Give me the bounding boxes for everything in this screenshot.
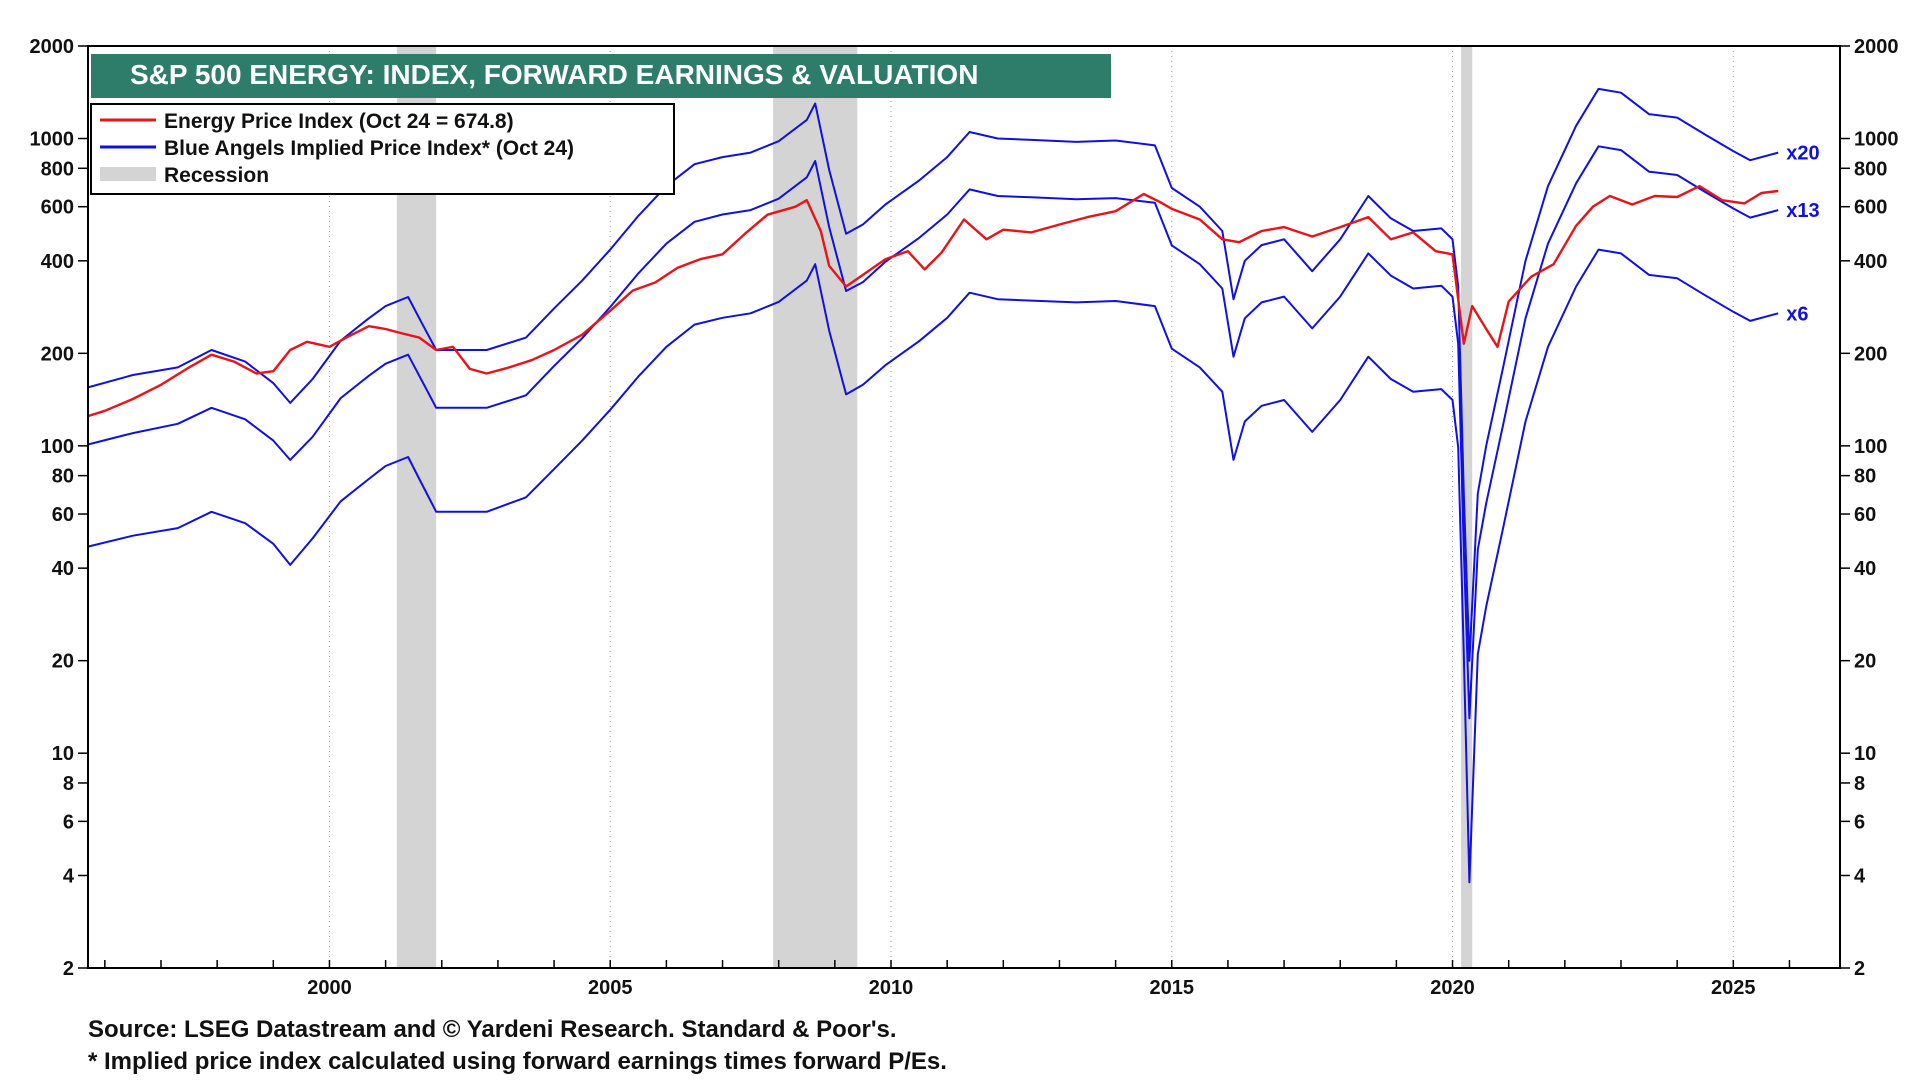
y-tick-label-left: 400 [41, 251, 74, 273]
y-tick-label-left: 800 [41, 158, 74, 180]
legend-box [90, 103, 675, 195]
y-tick-label-left: 20 [52, 651, 74, 673]
title-background [91, 54, 1111, 98]
legend: Energy Price Index (Oct 24 = 674.8) Blue… [90, 103, 675, 195]
legend-label-energy: Energy Price Index (Oct 24 = 674.8) [164, 110, 514, 133]
series-line-implied-price-index-x6 [87, 248, 1779, 884]
left-y-axis: 2 4 6 8 10 20 40 60 80 100 200 400 600 800 1000 2000 [30, 36, 88, 980]
y-tick-label-left: 6 [63, 811, 74, 833]
x-tick-label: 2005 [588, 977, 633, 999]
legend-label-implied: Blue Angels Implied Price Index* (Oct 24… [164, 137, 574, 160]
y-tick-label-right: 600 [1854, 197, 1887, 219]
right-y-axis: 2 4 6 8 10 20 40 60 80 100 200 400 600 800 1000 2000 [1840, 36, 1899, 980]
y-tick-label-right: 100 [1854, 436, 1887, 458]
x-tick-label: 2010 [869, 977, 914, 999]
recession-band-2 [1460, 46, 1473, 968]
series-end-label: x13 [1786, 200, 1819, 222]
y-tick-label-right: 2000 [1854, 36, 1899, 58]
y-tick-label-left: 600 [41, 197, 74, 219]
y-tick-label-right: 200 [1854, 343, 1887, 365]
y-tick-label-left: 40 [52, 558, 74, 580]
year-gridlines [328, 46, 1734, 968]
y-tick-label-right: 2 [1854, 958, 1865, 980]
y-tick-label-right: 1000 [1854, 129, 1899, 151]
series-line-implied-price-index-x13 [87, 145, 1779, 720]
y-tick-label-right: 10 [1854, 743, 1876, 765]
y-tick-label-left: 2 [63, 958, 74, 980]
y-tick-label-right: 6 [1854, 811, 1865, 833]
x-tick-label: 2000 [307, 977, 352, 999]
series-line-energy-price-index [87, 184, 1779, 418]
recession-bands [396, 46, 1473, 968]
chart-title: S&P 500 ENERGY: INDEX, FORWARD EARNINGS … [130, 59, 978, 90]
y-tick-label-left: 80 [52, 466, 74, 488]
y-tick-label-right: 20 [1854, 651, 1876, 673]
recession-band-1 [773, 46, 858, 968]
x-axis: 2000 2005 2010 2015 2020 2025 [104, 960, 1791, 999]
y-tick-label-left: 10 [52, 743, 74, 765]
y-tick-label-left: 8 [63, 773, 74, 795]
y-tick-label-right: 800 [1854, 158, 1887, 180]
series-lines [87, 87, 1779, 884]
source-footnote: Source: LSEG Datastream and © Yardeni Re… [88, 1016, 897, 1043]
series-end-label: x6 [1786, 303, 1808, 325]
y-tick-label-left: 4 [63, 865, 75, 887]
method-footnote: * Implied price index calculated using f… [88, 1048, 947, 1075]
recession-band-0 [396, 46, 437, 968]
x-tick-label: 2025 [1711, 977, 1756, 999]
y-tick-label-right: 4 [1854, 865, 1866, 887]
y-tick-label-right: 8 [1854, 773, 1865, 795]
y-tick-label-right: 80 [1854, 466, 1876, 488]
y-tick-label-left: 200 [41, 343, 74, 365]
y-tick-label-right: 60 [1854, 504, 1876, 526]
series-end-label: x20 [1786, 143, 1819, 165]
legend-swatch-recession [100, 167, 156, 181]
y-tick-label-right: 40 [1854, 558, 1876, 580]
y-tick-label-left: 60 [52, 504, 74, 526]
y-tick-label-left: 2000 [30, 36, 75, 58]
y-tick-label-left: 100 [41, 436, 74, 458]
x-tick-label: 2015 [1150, 977, 1195, 999]
legend-label-recession: Recession [164, 164, 269, 187]
plot-frame [87, 45, 1841, 969]
x-tick-label: 2020 [1430, 977, 1475, 999]
y-tick-label-right: 400 [1854, 251, 1887, 273]
series-end-labels: x20 x13 x6 [1786, 143, 1819, 326]
title-banner: S&P 500 ENERGY: INDEX, FORWARD EARNINGS … [91, 54, 1111, 98]
y-tick-label-left: 1000 [30, 129, 75, 151]
series-line-implied-price-index-x20 [87, 87, 1779, 662]
